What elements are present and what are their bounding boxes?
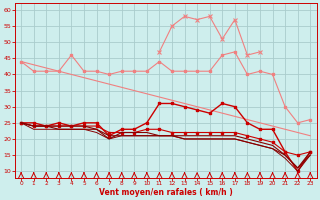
X-axis label: Vent moyen/en rafales ( km/h ): Vent moyen/en rafales ( km/h ) [99,188,233,197]
